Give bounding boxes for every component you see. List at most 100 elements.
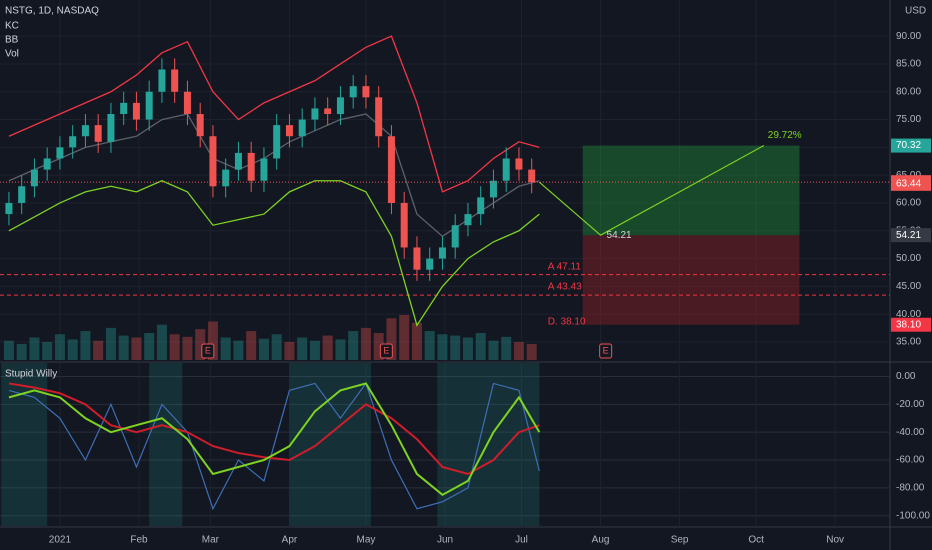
volume-bar: [335, 339, 346, 360]
y-tick-label: 80.00: [896, 86, 921, 97]
zone: [1, 363, 48, 526]
volume-bar: [16, 343, 27, 360]
volume-bar: [220, 337, 231, 360]
currency: USD: [905, 6, 926, 17]
x-tick-label: Apr: [282, 535, 298, 546]
level-label: A 43.43: [548, 282, 582, 293]
x-tick-label: Jul: [515, 535, 528, 546]
volume-bar: [360, 327, 371, 360]
volume-bar: [284, 342, 295, 360]
entry-label: 54.21: [607, 230, 632, 241]
volume-bar: [67, 339, 78, 360]
volume-bar: [488, 340, 499, 360]
candle-body: [5, 202, 13, 215]
volume-bar: [399, 315, 410, 360]
y-tick-label: 45.00: [896, 281, 921, 292]
volume-bar: [513, 342, 524, 360]
price-tag: [891, 176, 931, 191]
candle-body: [400, 202, 408, 248]
band-line: [8, 35, 540, 193]
volume-bar: [271, 334, 282, 360]
x-tick-label: Jun: [437, 535, 453, 546]
candle-body: [285, 125, 293, 137]
candle-body: [515, 158, 523, 170]
earnings-marker: [379, 343, 393, 359]
candle-body: [209, 136, 217, 187]
x-tick-label: 2021: [49, 535, 72, 546]
x-tick-label: Mar: [202, 535, 220, 546]
volume-bar: [424, 331, 435, 360]
y-tick-label: 90.00: [896, 31, 921, 42]
volume-bar: [386, 318, 397, 360]
volume-bar: [475, 333, 486, 360]
candle-body: [183, 91, 191, 114]
y-tick-label: 60.00: [896, 198, 921, 209]
stop-label: D. 38.10: [548, 316, 586, 327]
candle-body: [298, 119, 306, 137]
earnings-marker: [201, 343, 215, 359]
level-label: A 47.11: [548, 261, 582, 272]
volume-bar: [29, 337, 40, 360]
price-tag-label: 54.21: [896, 230, 921, 241]
candle-body: [451, 225, 459, 248]
projection: [538, 145, 765, 236]
volume-bar: [258, 338, 269, 360]
earnings-marker: [599, 343, 613, 359]
indicator: KC: [5, 21, 19, 32]
candle-body: [94, 125, 102, 142]
candle-body: [222, 169, 230, 187]
y-tick-label: -40.00: [896, 427, 925, 438]
x-tick-label: Sep: [671, 535, 689, 546]
volume-bar: [462, 337, 473, 360]
price-tag: [891, 228, 931, 243]
candle-body: [145, 91, 153, 120]
zone: [289, 363, 372, 526]
candle-body: [260, 158, 268, 181]
zone: [437, 363, 540, 526]
candle-body: [375, 97, 383, 137]
volume-bar: [105, 327, 116, 360]
osc-line: [8, 382, 541, 497]
volume-bar: [233, 340, 244, 360]
y-tick-label: 0.00: [896, 371, 916, 382]
candle-body: [426, 258, 434, 270]
gain-label: 29.72%: [768, 130, 802, 141]
volume-bar: [118, 335, 129, 360]
candle-body: [56, 147, 64, 159]
volume-bar: [195, 329, 206, 360]
volume-bar: [411, 322, 422, 360]
y-tick-label: -60.00: [896, 455, 925, 466]
y-tick-label: 85.00: [896, 59, 921, 70]
candle-body: [362, 86, 370, 98]
candle-body: [120, 102, 128, 114]
x-tick-label: Oct: [748, 535, 764, 546]
candle-body: [273, 125, 281, 159]
candle-body: [107, 113, 115, 142]
band-line: [8, 180, 540, 327]
volume-bar: [373, 333, 384, 360]
candle-body: [336, 97, 344, 114]
x-tick-label: Aug: [592, 535, 610, 546]
candle-body: [30, 169, 38, 187]
candle-body: [464, 214, 472, 226]
stop-zone: [582, 235, 800, 325]
zone: [149, 363, 183, 526]
price-tag: [891, 138, 931, 153]
price-tag-label: 63.44: [896, 178, 921, 189]
earnings-label: E: [383, 345, 389, 355]
volume-bar: [246, 331, 257, 360]
candle-body: [324, 108, 332, 114]
volume-bar: [450, 335, 461, 360]
price-tag: [891, 317, 931, 332]
candle-body: [18, 186, 26, 203]
candle-body: [132, 102, 140, 120]
candle-body: [247, 152, 255, 181]
candle-body: [158, 69, 166, 92]
target-zone: [582, 145, 800, 236]
volume-bar: [144, 333, 155, 360]
volume-bar: [80, 331, 91, 360]
volume-bar: [322, 335, 333, 360]
candle-body: [349, 86, 357, 98]
